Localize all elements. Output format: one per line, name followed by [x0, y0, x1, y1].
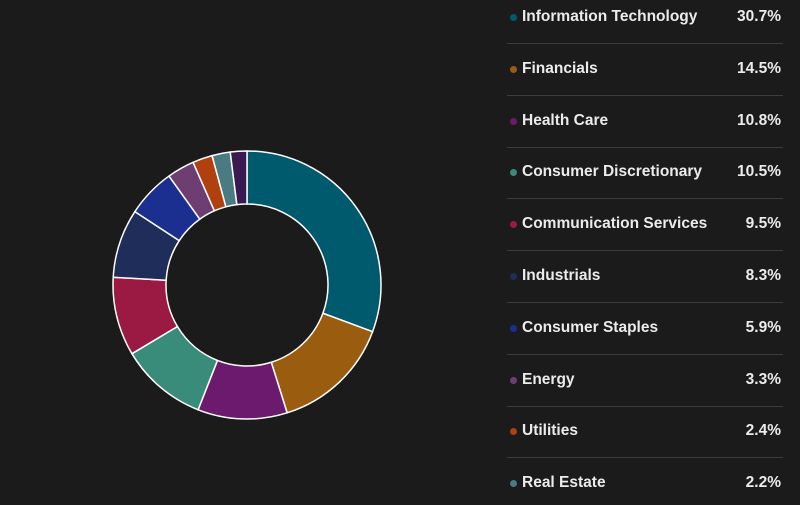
- legend-dot-icon: [510, 169, 517, 177]
- slice-information-technology[interactable]: [246, 150, 382, 333]
- legend-dot-icon: [510, 480, 517, 488]
- legend-label: Information Technology: [522, 8, 698, 25]
- legend-row-communication-services[interactable]: Communication Services 9.5%: [507, 200, 783, 252]
- donut-chart: [112, 150, 382, 420]
- legend-value: 2.4%: [745, 422, 781, 440]
- legend-label: Utilities: [522, 422, 578, 440]
- legend-row-consumer-discretionary[interactable]: Consumer Discretionary 10.5%: [507, 148, 783, 200]
- legend-label: Communication Services: [522, 215, 708, 233]
- legend-row-information-technology[interactable]: Information Technology 30.7%: [507, 0, 783, 44]
- legend-label: Real Estate: [522, 474, 606, 492]
- legend-label: Consumer Discretionary: [522, 163, 703, 181]
- legend-label: Energy: [522, 370, 575, 388]
- legend-dot-icon: [510, 324, 517, 332]
- legend-label: Health Care: [522, 111, 609, 129]
- legend-value: 3.3%: [745, 370, 781, 388]
- legend-value: 9.5%: [745, 215, 781, 233]
- legend-row-energy[interactable]: Energy 3.3%: [507, 356, 783, 407]
- slice-materials[interactable]: [229, 150, 248, 206]
- legend-row-financials[interactable]: Financials 14.5%: [507, 45, 783, 96]
- legend-dot-icon: [510, 273, 517, 280]
- legend-row-utilities[interactable]: Utilities 2.4%: [507, 407, 783, 459]
- legend-value: 10.8%: [737, 111, 781, 129]
- legend-value: 30.7%: [737, 8, 781, 25]
- legend-dot-icon: [510, 428, 517, 436]
- legend-value: 2.2%: [745, 474, 781, 492]
- legend-value: 14.5%: [737, 59, 781, 77]
- legend-row-health-care[interactable]: Health Care 10.8%: [507, 97, 783, 148]
- legend-row-industrials[interactable]: Industrials 8.3%: [507, 252, 783, 303]
- legend-value: 8.3%: [745, 267, 781, 284]
- legend-dot-icon: [510, 65, 517, 73]
- legend-label: Consumer Staples: [522, 318, 659, 336]
- legend-value: 10.5%: [737, 163, 781, 181]
- legend-row-real-estate[interactable]: Real Estate 2.2%: [507, 459, 783, 505]
- legend: Information Technology 30.7% Financials 14.…: [507, 0, 783, 505]
- legend-dot-icon: [510, 14, 517, 21]
- legend-dot-icon: [510, 117, 517, 125]
- legend-label: Financials: [522, 59, 598, 77]
- legend-row-consumer-staples[interactable]: Consumer Staples 5.9%: [507, 304, 783, 355]
- legend-dot-icon: [510, 376, 517, 384]
- legend-dot-icon: [510, 221, 517, 229]
- legend-value: 5.9%: [745, 318, 781, 336]
- slice-financials[interactable]: [270, 312, 374, 414]
- legend-label: Industrials: [522, 267, 601, 284]
